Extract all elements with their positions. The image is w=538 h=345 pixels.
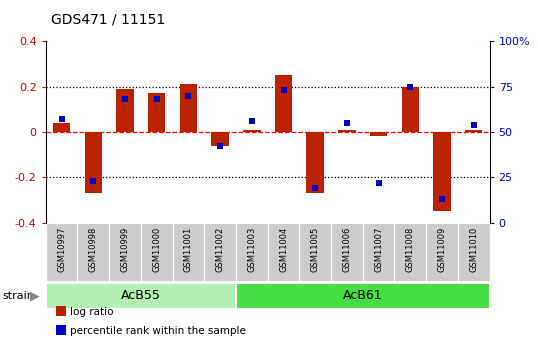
Text: GSM11008: GSM11008	[406, 227, 415, 273]
Text: AcB55: AcB55	[121, 289, 161, 302]
Bar	[148, 93, 165, 132]
Bar	[180, 85, 197, 132]
Text: GSM10998: GSM10998	[89, 227, 98, 273]
Bar	[243, 130, 260, 132]
Bar	[307, 132, 324, 193]
Bar	[236, 283, 490, 309]
Bar	[370, 132, 387, 137]
Text: GSM11010: GSM11010	[469, 227, 478, 272]
Text: GSM11007: GSM11007	[374, 227, 383, 273]
Text: GSM11003: GSM11003	[247, 227, 256, 273]
Bar	[46, 283, 236, 309]
Text: strain: strain	[3, 291, 34, 301]
Bar	[401, 87, 419, 132]
Text: GSM10997: GSM10997	[57, 227, 66, 273]
Bar	[465, 130, 483, 132]
Text: GSM11001: GSM11001	[184, 227, 193, 272]
Bar	[275, 75, 292, 132]
Text: GDS471 / 11151: GDS471 / 11151	[51, 12, 165, 26]
Text: GSM11000: GSM11000	[152, 227, 161, 272]
Bar	[53, 123, 70, 132]
Bar	[116, 89, 134, 132]
Text: ▶: ▶	[30, 289, 39, 302]
Text: GSM11006: GSM11006	[342, 227, 351, 273]
Text: percentile rank within the sample: percentile rank within the sample	[70, 326, 246, 335]
Text: GSM11004: GSM11004	[279, 227, 288, 272]
Text: GSM11002: GSM11002	[216, 227, 224, 272]
Text: GSM11009: GSM11009	[437, 227, 447, 272]
Text: AcB61: AcB61	[343, 289, 383, 302]
Text: GSM11005: GSM11005	[311, 227, 320, 272]
Text: log ratio: log ratio	[70, 307, 114, 316]
Bar	[84, 132, 102, 193]
Text: GSM10999: GSM10999	[121, 227, 130, 272]
Bar	[433, 132, 451, 211]
Bar	[338, 130, 356, 132]
Bar	[211, 132, 229, 146]
